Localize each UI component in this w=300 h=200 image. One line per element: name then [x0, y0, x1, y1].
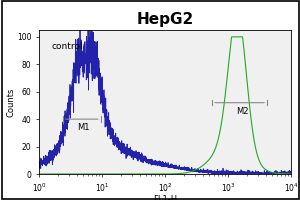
Title: HepG2: HepG2: [136, 12, 194, 27]
Text: control: control: [52, 42, 83, 51]
Text: M2: M2: [236, 107, 248, 116]
Text: M1: M1: [77, 123, 89, 132]
Y-axis label: Counts: Counts: [7, 87, 16, 117]
X-axis label: FL1-H: FL1-H: [153, 195, 177, 200]
